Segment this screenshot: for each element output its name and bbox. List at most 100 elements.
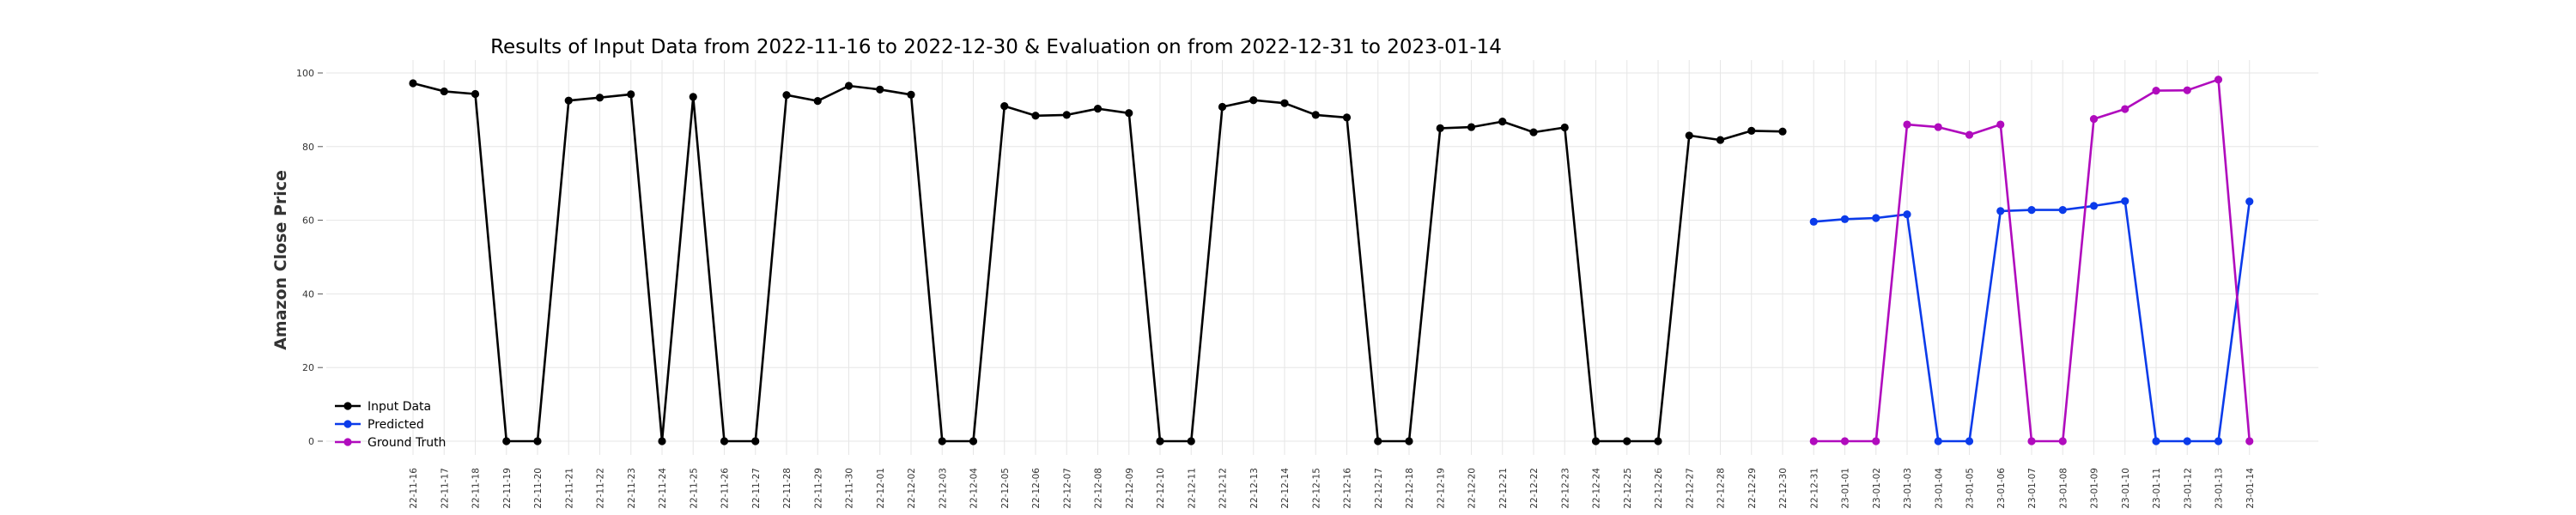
series-lines (409, 76, 2254, 445)
x-tick-label: 22-12-30 (1778, 468, 1789, 509)
legend-label: Ground Truth (368, 436, 446, 450)
data-point (2058, 437, 2067, 445)
x-tick-label: 22-12-01 (876, 468, 886, 509)
x-tick-label: 23-01-13 (2215, 468, 2225, 509)
x-tick-label: 22-12-27 (1685, 468, 1695, 509)
data-point (2152, 437, 2160, 445)
x-tick-label: 22-11-28 (782, 468, 793, 509)
data-point (2027, 205, 2036, 215)
data-point (1093, 105, 1103, 113)
data-point (1996, 120, 2005, 129)
data-point (2245, 197, 2254, 206)
x-tick-label: 23-01-11 (2152, 468, 2162, 509)
data-point (1498, 118, 1507, 126)
data-point (1996, 207, 2005, 215)
data-point (1903, 210, 1911, 219)
data-point (1187, 437, 1195, 445)
data-point (1716, 136, 1725, 144)
x-tick-label: 22-12-31 (1809, 468, 1820, 509)
x-tick-label: 22-12-20 (1467, 468, 1478, 509)
x-tick-label: 23-01-12 (2183, 468, 2193, 509)
x-tick-label: 22-11-21 (564, 468, 574, 509)
data-point (1560, 123, 1569, 132)
legend-label: Input Data (368, 400, 431, 414)
data-point (502, 437, 511, 445)
x-axis-ticks: 22-11-16 22-11-17 22-11-18 22-11-19 22-11-20… (409, 468, 2256, 509)
legend-marker (343, 420, 352, 428)
data-point (1342, 113, 1352, 122)
data-point (2121, 197, 2129, 205)
data-point (627, 90, 635, 99)
y-tick-label: 0 (308, 436, 314, 447)
x-tick-label: 22-12-05 (1000, 468, 1011, 509)
x-tick-label: 22-11-22 (596, 468, 606, 509)
data-point (720, 437, 729, 445)
x-tick-label: 22-11-18 (471, 468, 482, 509)
data-point (1840, 437, 1850, 445)
x-tick-label: 22-12-06 (1031, 468, 1042, 509)
data-point (2183, 437, 2191, 445)
data-point (1623, 437, 1631, 445)
data-point (969, 437, 978, 445)
y-tick-label: 100 (296, 68, 314, 79)
x-tick-label: 22-12-12 (1218, 468, 1229, 509)
x-tick-label: 22-12-29 (1747, 468, 1758, 509)
data-point (907, 90, 915, 99)
x-tick-label: 23-01-03 (1903, 468, 1913, 509)
data-point (1374, 437, 1382, 445)
data-point (2183, 86, 2191, 94)
data-point (1934, 437, 1942, 445)
x-tick-label: 23-01-08 (2058, 468, 2069, 509)
data-point (1529, 128, 1538, 136)
data-point (938, 437, 946, 445)
x-tick-label: 22-12-15 (1311, 468, 1321, 509)
chart-title: Results of Input Data from 2022-11-16 to… (490, 36, 1502, 58)
legend-label: Predicted (368, 418, 424, 432)
y-axis-label: Amazon Close Price (271, 170, 290, 350)
data-point (751, 437, 760, 445)
data-point (440, 87, 448, 96)
data-point (564, 96, 573, 105)
data-point (1591, 437, 1601, 445)
data-point (1156, 437, 1164, 445)
x-tick-label: 22-12-10 (1156, 468, 1166, 509)
data-point (1809, 437, 1818, 445)
data-point (2058, 205, 2067, 215)
data-point (1218, 102, 1227, 112)
x-tick-label: 22-11-17 (440, 468, 450, 509)
data-point (1778, 127, 1787, 136)
data-point (1872, 437, 1880, 445)
data-point (2121, 105, 2129, 113)
data-point (1965, 130, 1974, 139)
y-tick-label: 60 (302, 215, 314, 227)
data-point (1031, 112, 1040, 120)
data-point (2089, 202, 2099, 210)
x-tick-label: 22-11-24 (658, 468, 668, 509)
data-point (1311, 111, 1320, 119)
data-point (782, 91, 791, 100)
data-point (844, 82, 854, 90)
x-tick-label: 22-12-22 (1529, 468, 1540, 509)
legend-marker (343, 438, 352, 446)
x-tick-label: 22-12-25 (1623, 468, 1633, 509)
x-tick-label: 22-12-16 (1343, 468, 1353, 509)
data-point (1654, 437, 1662, 445)
x-tick-label: 22-12-19 (1436, 468, 1446, 509)
data-point (1405, 437, 1413, 445)
data-point (2245, 437, 2254, 445)
data-point (533, 437, 542, 445)
data-point (1809, 217, 1818, 226)
x-tick-label: 22-12-26 (1654, 468, 1664, 509)
x-tick-label: 22-12-02 (907, 468, 917, 509)
x-tick-label: 22-12-24 (1592, 468, 1602, 509)
x-tick-label: 23-01-06 (1996, 468, 2007, 509)
x-tick-label: 22-12-09 (1125, 468, 1135, 509)
x-tick-label: 22-12-23 (1560, 468, 1571, 509)
grid-lines (326, 60, 2318, 455)
data-point (1934, 123, 1942, 131)
data-point (1000, 102, 1009, 111)
x-tick-label: 23-01-07 (2027, 468, 2038, 509)
data-point (1747, 126, 1756, 135)
data-point (1903, 120, 1911, 129)
